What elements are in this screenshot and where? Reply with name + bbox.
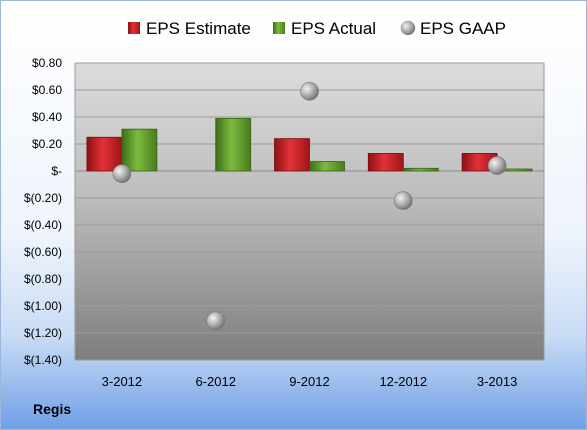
eps-actual-bar	[402, 167, 439, 172]
eps-actual-bar	[215, 117, 252, 172]
y-tick-label: $0.80	[32, 56, 62, 70]
eps-actual-bar	[309, 161, 345, 172]
eps-estimate-bar	[367, 153, 404, 172]
y-tick-label: $-	[51, 164, 62, 178]
eps-estimate-bar	[274, 138, 310, 172]
y-tick-label: $(0.80)	[24, 272, 62, 286]
eps-gaap-point	[206, 311, 225, 331]
eps-estimate-bar	[86, 136, 123, 172]
legend: EPS Estimate EPS Actual EPS GAAP	[128, 19, 506, 38]
x-tick-label: 12-2012	[379, 374, 427, 389]
eps-gaap-point	[300, 82, 319, 101]
y-tick-label: $(1.20)	[24, 326, 62, 340]
x-tick-label: 6-2012	[195, 374, 235, 389]
legend-key-estimate	[128, 22, 140, 34]
legend-label: EPS Estimate	[146, 19, 251, 38]
plot-area	[74, 62, 545, 361]
y-axis: $0.80 $0.60 $0.40 $0.20 $- $(0.20) $(0.40) $(0.…	[24, 56, 62, 367]
y-tick-label: $0.40	[32, 110, 62, 124]
y-tick-label: $(1.00)	[24, 299, 62, 313]
eps-actual-bar	[121, 128, 158, 172]
legend-key-actual	[273, 22, 285, 34]
x-axis: 3-2012 6-2012 9-2012 12-2012 3-2013	[102, 374, 518, 389]
legend-key-gaap	[400, 20, 416, 36]
y-tick-label: $(0.40)	[24, 218, 62, 232]
y-tick-label: $(1.40)	[24, 353, 62, 367]
eps-gaap-point	[112, 164, 132, 183]
x-tick-label: 3-2013	[477, 374, 517, 389]
y-tick-label: $(0.20)	[24, 191, 62, 205]
eps-gaap-point	[487, 156, 507, 175]
x-tick-label: 3-2012	[102, 374, 142, 389]
gaap-points	[112, 82, 507, 331]
legend-label: EPS Actual	[291, 19, 376, 38]
y-tick-label: $0.20	[32, 137, 62, 151]
legend-label: EPS GAAP	[420, 19, 506, 38]
y-tick-label: $0.60	[32, 83, 62, 97]
y-tick-label: $(0.60)	[24, 245, 62, 259]
bars	[86, 117, 533, 172]
x-tick-label: 9-2012	[289, 374, 329, 389]
eps-gaap-point	[393, 191, 413, 210]
company-name: Regis	[33, 401, 72, 417]
